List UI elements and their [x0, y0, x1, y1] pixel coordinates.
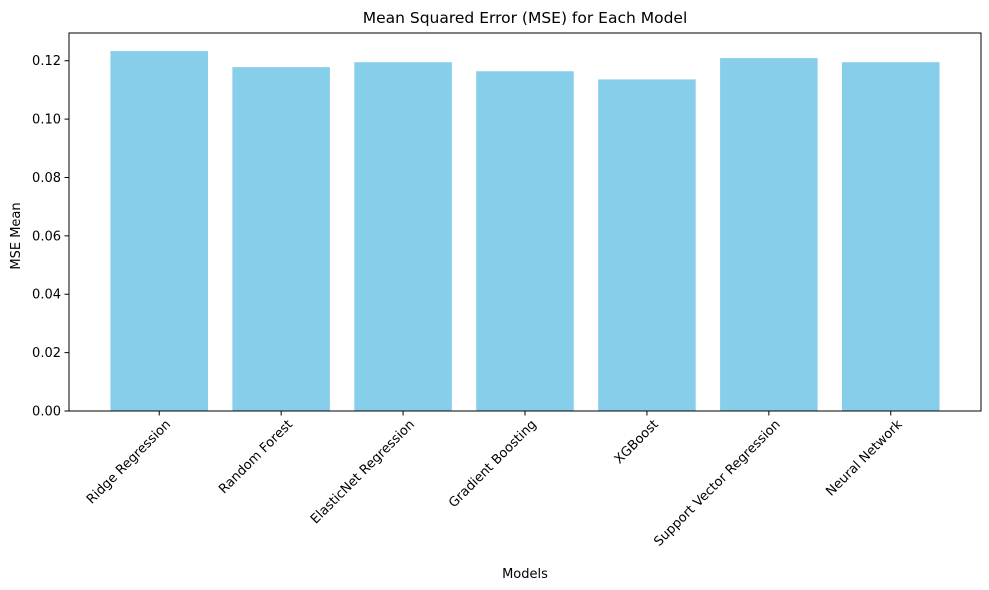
y-axis-label: MSE Mean	[9, 202, 24, 269]
bar-support-vector-regression	[720, 58, 818, 412]
bars-layer	[110, 51, 940, 412]
x-tick-label: Support Vector Regression	[651, 417, 783, 549]
y-axis: 0.00 0.02 0.04 0.06 0.08 0.10 0.12	[32, 54, 69, 420]
chart-title: Mean Squared Error (MSE) for Each Model	[363, 9, 688, 27]
x-tick-label: Gradient Boosting	[446, 417, 540, 511]
x-tick-label: XGBoost	[612, 417, 662, 467]
x-tick-label: Random Forest	[216, 417, 296, 497]
x-axis-label: Models	[502, 567, 548, 582]
y-tick-label: 0.12	[32, 54, 61, 69]
x-tick-label: Neural Network	[823, 417, 906, 500]
x-axis: Ridge Regression Random Forest ElasticNet …	[84, 411, 906, 550]
bar-gradient-boosting	[476, 71, 574, 411]
y-tick-label: 0.06	[32, 229, 61, 244]
y-tick-label: 0.10	[32, 113, 61, 128]
plot-frame	[68, 32, 982, 412]
x-tick-label: ElasticNet Regression	[308, 417, 418, 527]
x-tick-label: Ridge Regression	[84, 417, 174, 507]
y-tick-label: 0.00	[32, 405, 61, 420]
bar-ridge-regression	[110, 51, 208, 412]
bar-neural-network	[842, 62, 940, 412]
bar-random-forest	[232, 67, 330, 411]
y-tick-label: 0.02	[32, 346, 61, 361]
y-tick-label: 0.04	[32, 288, 61, 303]
y-tick-label: 0.08	[32, 171, 61, 186]
bar-xgboost	[598, 79, 696, 411]
plot-spines	[68, 32, 982, 412]
bar-elasticnet-regression	[354, 62, 452, 412]
